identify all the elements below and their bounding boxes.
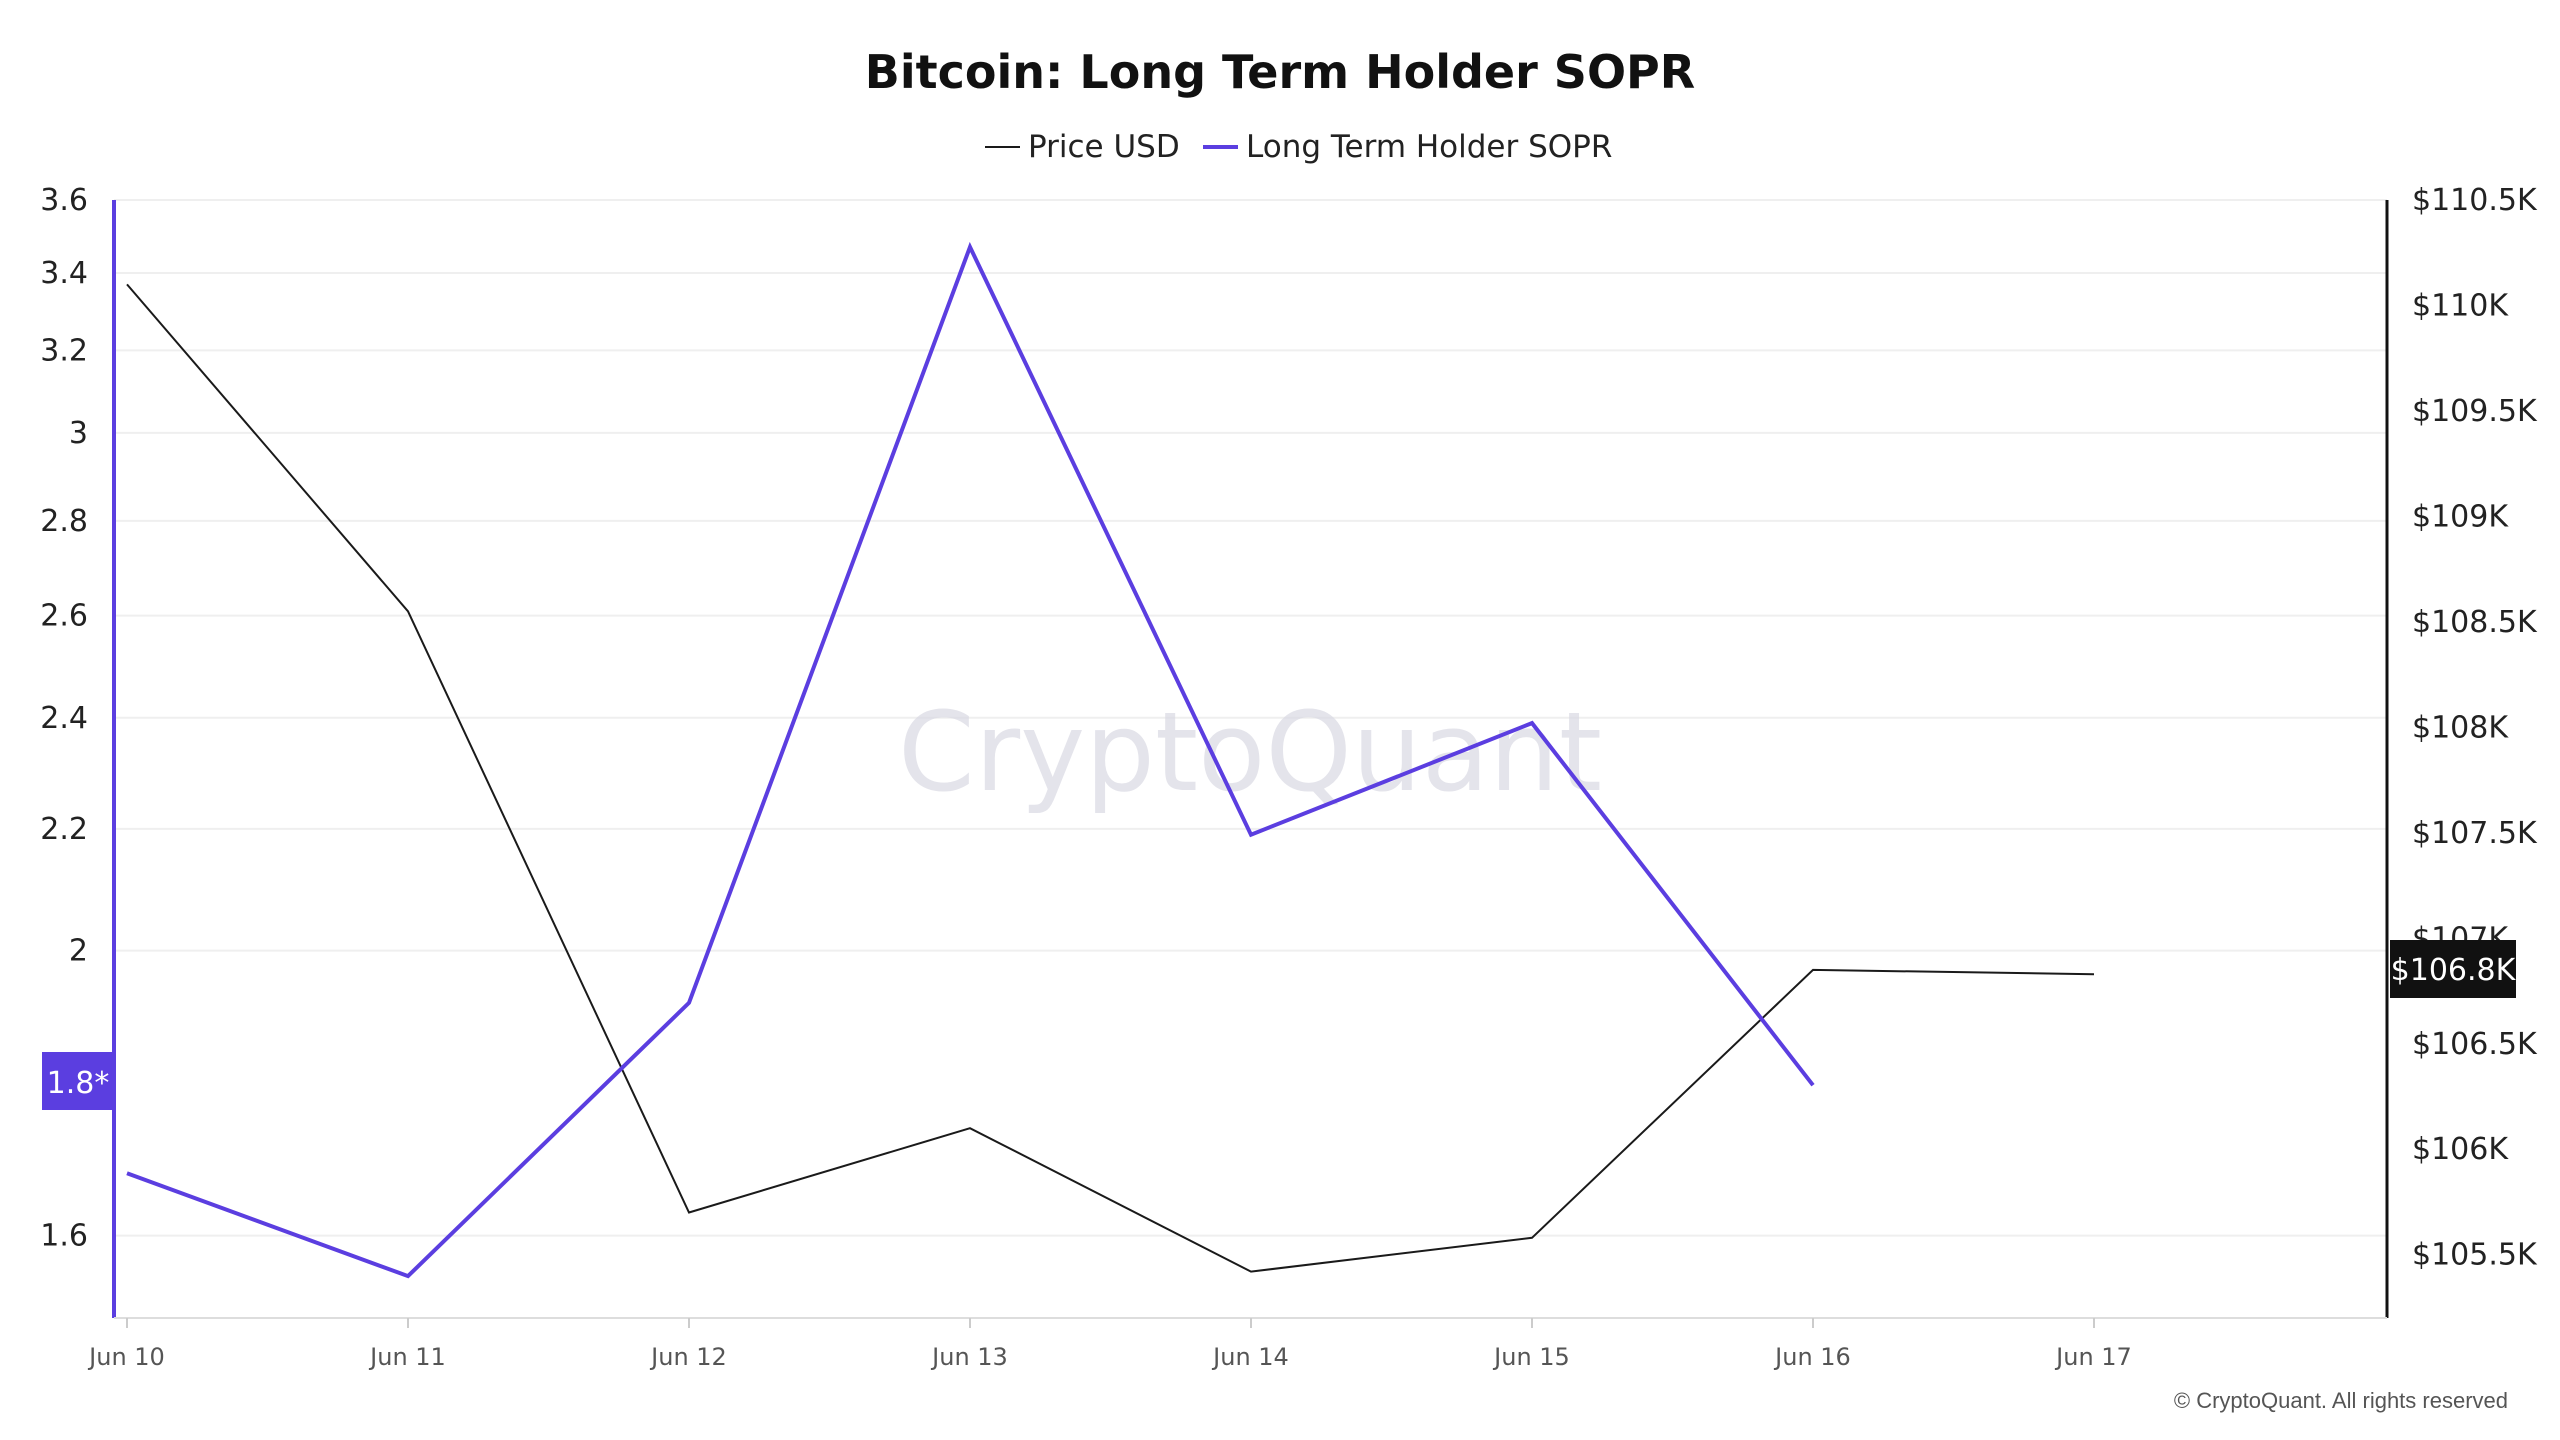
y-right-tick-label: $108.5K (2412, 605, 2538, 640)
y-left-tick-label: 3.4 (40, 256, 88, 291)
y-left-tick-label: 1.6 (40, 1219, 88, 1254)
x-tick-label: Jun 15 (1492, 1343, 1570, 1371)
y-left-ticks: 3.6 3.4 3.2 3 2.8 2.6 2.4 2.2 2 1.6 (40, 183, 88, 1254)
y-right-tick-label: $107.5K (2412, 816, 2538, 851)
chart-title: Bitcoin: Long Term Holder SOPR (865, 45, 1695, 99)
y-right-tick-label: $105.5K (2412, 1238, 2538, 1273)
y-left-tick-label: 2.8 (40, 504, 88, 539)
legend-sopr-label[interactable]: Long Term Holder SOPR (1246, 129, 1612, 165)
y-right-tick-label: $106K (2412, 1132, 2509, 1167)
y-right-tick-label: $106.5K (2412, 1027, 2538, 1062)
watermark: CryptoQuant (898, 688, 1602, 816)
left-badge-value: 1.8* (47, 1066, 110, 1101)
y-left-tick-label: 3.2 (40, 333, 88, 368)
right-badge-box (2390, 940, 2516, 998)
y-left-tick-label: 3.6 (40, 183, 88, 218)
y-right-tick-label: $110K (2412, 288, 2509, 323)
y-left-tick-label: 2 (69, 934, 88, 969)
y-left-tick-label: 2.2 (40, 812, 88, 847)
y-right-tick-label: $110.5K (2412, 183, 2538, 218)
copyright: © CryptoQuant. All rights reserved (2174, 1388, 2508, 1413)
x-tick-label: Jun 10 (87, 1343, 165, 1371)
y-right-tick-label: $109K (2412, 499, 2509, 534)
sopr-line (126, 241, 1815, 1279)
grid (114, 199, 2387, 1237)
y-right-tick-label: $109.5K (2412, 394, 2538, 429)
y-right-tick-label: $108K (2412, 710, 2509, 745)
y-right-ticks: $110.5K $110K $109.5K $109K $108.5K $108K $107… (2412, 183, 2538, 1273)
y-left-tick-label: 2.4 (40, 701, 88, 736)
x-tick-label: Jun 16 (1773, 1343, 1851, 1371)
x-tick-label: Jun 17 (2054, 1343, 2132, 1371)
x-tick-label: Jun 14 (1211, 1343, 1289, 1371)
x-tick-label: Jun 12 (649, 1343, 727, 1371)
right-badge-value: $106.8K (2391, 953, 2517, 988)
right-current-badge: $106.8K (2390, 940, 2517, 998)
legend-price-label[interactable]: Price USD (1028, 129, 1180, 165)
left-badge-box (42, 1052, 114, 1110)
x-tick-label: Jun 13 (930, 1343, 1008, 1371)
x-ticks: Jun 10 Jun 11 Jun 12 Jun 13 Jun 14 Jun 15 Jun … (87, 1318, 2132, 1371)
x-tick-label: Jun 11 (368, 1343, 446, 1371)
y-left-tick-label: 3 (69, 416, 88, 451)
legend[interactable]: Price USD Long Term Holder SOPR (985, 129, 1612, 165)
left-current-badge: 1.8* (42, 1052, 114, 1110)
y-left-tick-label: 2.6 (40, 599, 88, 634)
price-line (126, 283, 2095, 1273)
